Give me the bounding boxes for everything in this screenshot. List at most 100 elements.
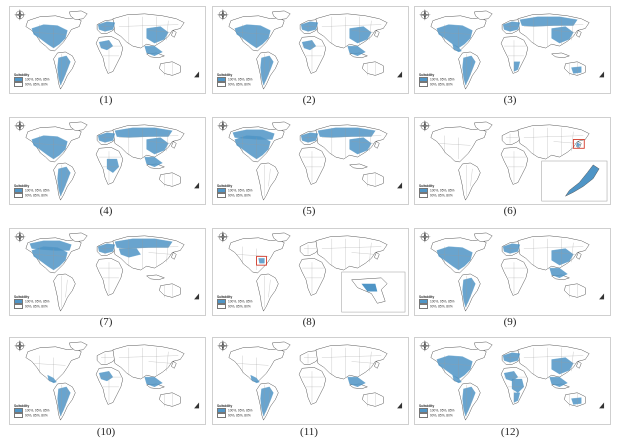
land-japan: [576, 361, 582, 369]
suitable-area-south-america: [260, 55, 274, 86]
compass-icon: [13, 119, 26, 132]
country-border: [33, 254, 66, 257]
legend-label: 90%, 85%, 80%: [430, 413, 453, 418]
compass-icon: [418, 230, 431, 243]
legend-title: Suitability: [14, 72, 30, 77]
compass-icon: [13, 230, 26, 243]
country-border: [65, 279, 68, 298]
country-border: [351, 361, 376, 364]
map-caption-4: (4): [99, 205, 113, 217]
land-japan: [374, 30, 380, 38]
legend-label: 90%, 85%, 80%: [25, 193, 48, 198]
world-map-panel: Suitability 100%, 95%, 85% 90%, 85%, 80%: [212, 228, 409, 316]
legend-label: 100%, 95%, 85%: [228, 188, 253, 193]
country-border: [571, 351, 574, 372]
land-indonesia: [145, 274, 166, 281]
country-border: [33, 143, 66, 146]
country-border: [148, 141, 173, 144]
map-legend: Suitability 100%, 95%, 85% 90%, 85%, 80%: [14, 73, 49, 87]
country-border: [369, 131, 372, 152]
suitable-area-north-america: [31, 135, 68, 160]
legend-item: 90%, 85%, 80%: [217, 82, 252, 87]
land-japan: [374, 361, 380, 369]
legend-label: 100%, 95%, 85%: [25, 408, 50, 413]
suitable-area-central-america: [47, 374, 57, 384]
legend-swatch: [217, 408, 226, 413]
land-greenland: [272, 232, 291, 242]
legend-swatch: [419, 77, 428, 82]
legend-label: 90%, 85%, 80%: [430, 304, 453, 309]
land-africa: [298, 258, 327, 296]
country-border: [65, 57, 68, 76]
world-map-panel: Suitability 100%, 95%, 85% 90%, 85%, 80%: [212, 337, 409, 425]
legend-item: 90%, 85%, 80%: [217, 413, 252, 418]
map-legend: Suitability 100%, 95%, 85% 90%, 85%, 80%: [217, 295, 252, 309]
country-border: [166, 351, 169, 372]
highlight-box: [256, 255, 267, 266]
suitable-area-japan: [576, 142, 581, 148]
country-border: [571, 242, 574, 263]
legend-item: 100%, 95%, 85%: [14, 188, 49, 193]
world-map-panel: Suitability 100%, 95%, 85% 90%, 85%, 80%: [9, 337, 206, 425]
suitable-area-se-asia: [347, 45, 366, 57]
legend-item: 100%, 95%, 85%: [419, 408, 454, 413]
suitable-area-south-america: [57, 55, 71, 86]
land-greenland: [474, 232, 493, 242]
map-caption-9: (9): [503, 316, 517, 328]
suitable-area-se-asia: [144, 376, 163, 388]
world-map: [418, 339, 605, 421]
legend-swatch: [14, 188, 23, 193]
compass-icon: [216, 119, 229, 132]
map-caption-7: (7): [99, 316, 113, 328]
legend-label: 100%, 95%, 85%: [228, 299, 253, 304]
legend-swatch: [217, 82, 226, 87]
suitable-area-africa-central: [106, 158, 120, 173]
legend-item: 100%, 95%, 85%: [419, 77, 454, 82]
scale-mark: [397, 71, 403, 78]
legend-label: 100%, 95%, 85%: [430, 77, 455, 82]
legend-swatch: [419, 408, 428, 413]
map-caption-8: (8): [302, 316, 316, 328]
country-border: [351, 141, 376, 144]
scale-mark: [194, 71, 200, 78]
country-border: [470, 279, 473, 298]
scale-mark: [194, 293, 200, 300]
suitable-area-south-america: [57, 166, 71, 197]
legend-item: 100%, 95%, 85%: [419, 188, 454, 193]
world-map-panel: Suitability 100%, 95%, 85% 90%, 85%, 80%: [9, 228, 206, 316]
suitable-area-australia: [571, 397, 582, 405]
scale-mark: [397, 182, 403, 189]
land-africa: [500, 258, 529, 296]
compass-icon: [13, 8, 26, 21]
world-map: [418, 230, 605, 312]
land-japan: [374, 252, 380, 260]
legend-title: Suitability: [217, 294, 233, 299]
world-map: [13, 339, 200, 421]
world-map: [216, 119, 403, 201]
country-border: [33, 363, 66, 366]
legend-title: Suitability: [419, 294, 435, 299]
compass-icon: [216, 230, 229, 243]
scale-mark: [194, 402, 200, 409]
map-caption-6: (6): [503, 205, 517, 217]
land-japan: [171, 141, 177, 149]
legend-item: 90%, 85%, 80%: [217, 304, 252, 309]
legend-swatch: [14, 413, 23, 418]
land-southAmerica: [256, 273, 279, 312]
land-southAmerica: [458, 162, 481, 201]
map-legend: Suitability 100%, 95%, 85% 90%, 85%, 80%: [14, 295, 49, 309]
land-japan: [576, 30, 582, 38]
suitable-area-central-america: [452, 43, 462, 53]
land-australia: [159, 392, 181, 407]
legend-swatch: [14, 193, 23, 198]
land-australia: [159, 61, 181, 76]
country-border: [369, 20, 372, 41]
compass-icon: [13, 339, 26, 352]
map-caption-10: (10): [96, 426, 116, 438]
country-border: [553, 361, 578, 364]
map-legend: Suitability 100%, 95%, 85% 90%, 85%, 80%: [14, 404, 49, 418]
suitable-area-russia: [114, 127, 173, 138]
map-legend: Suitability 100%, 95%, 85% 90%, 85%, 80%: [419, 295, 454, 309]
legend-label: 100%, 95%, 85%: [228, 77, 253, 82]
suitable-area-se-asia: [549, 267, 568, 279]
